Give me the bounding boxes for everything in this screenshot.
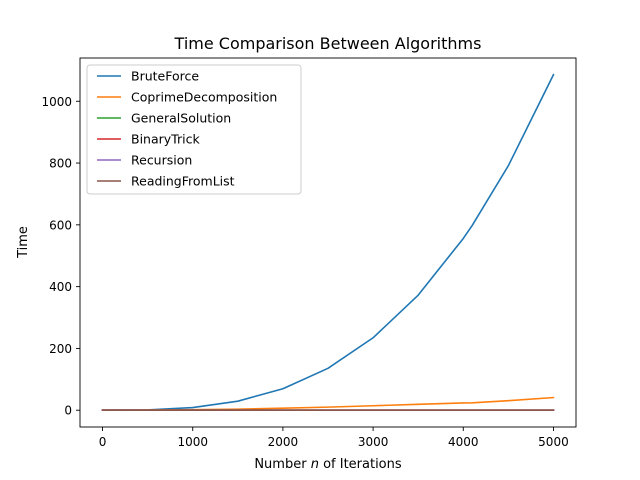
x-tick-label: 3000 <box>358 435 389 449</box>
y-tick-label: 800 <box>49 157 72 171</box>
y-axis-label: Time <box>16 226 31 259</box>
legend-label: Recursion <box>131 153 192 168</box>
axes: 0 1000 2000 3000 4000 5000 0 200 400 600 800 1000 <box>41 57 577 449</box>
y-tick-label: 0 <box>64 404 72 418</box>
legend-box <box>86 64 302 195</box>
plot-lines <box>101 73 555 412</box>
legend-label: BinaryTrick <box>131 132 200 147</box>
series-line-bruteforce <box>101 73 555 412</box>
x-tick-label: 1000 <box>177 435 208 449</box>
y-tick-label: 600 <box>49 218 72 232</box>
legend-label: ReadingFromList <box>131 174 235 189</box>
x-tick-label: 5000 <box>538 435 569 449</box>
x-axis-label: Number n of Iterations <box>254 457 402 472</box>
y-tick-label: 1000 <box>41 95 72 109</box>
x-tick-label: 0 <box>99 435 107 449</box>
legend-label: BruteForce <box>131 69 199 84</box>
chart-title: Time Comparison Between Algorithms <box>174 34 482 53</box>
y-tick-label: 200 <box>49 342 72 356</box>
x-axis-label-part: of Iterations <box>319 457 402 472</box>
x-tick-label: 2000 <box>268 435 299 449</box>
legend-label: CoprimeDecomposition <box>131 90 277 105</box>
y-tick-label: 400 <box>49 280 72 294</box>
x-axis-label-variable: n <box>311 457 319 472</box>
plot-frame <box>79 57 577 428</box>
x-axis-label-part: Number <box>254 457 310 472</box>
x-tick-label: 4000 <box>448 435 479 449</box>
legend: BruteForce CoprimeDecomposition GeneralSol… <box>86 64 302 195</box>
legend-label: GeneralSolution <box>131 111 231 126</box>
